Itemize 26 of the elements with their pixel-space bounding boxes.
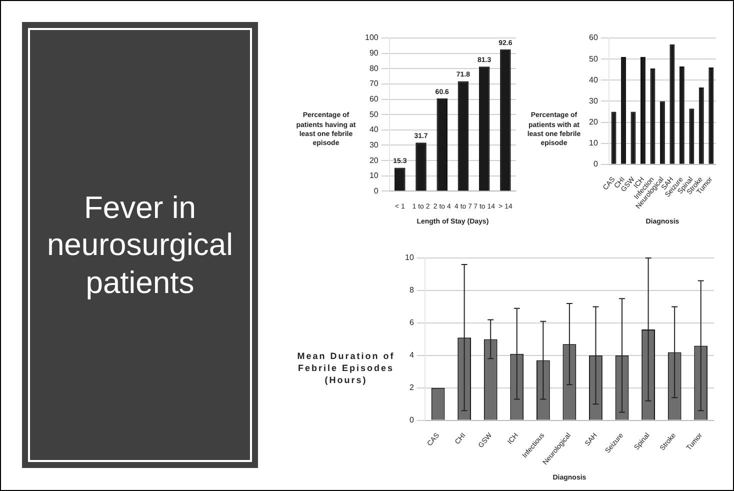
y-tick-label: 0 (409, 416, 414, 425)
y-tick-label: 2 (409, 383, 414, 392)
y-tick-label: 100 (364, 33, 379, 42)
y-tick-label: 10 (369, 171, 379, 180)
y-tick-label: 80 (369, 64, 379, 73)
y-tick-label: 30 (588, 96, 598, 106)
y-axis-title: Mean Duration of Febrile Episodes (Hours) (296, 350, 396, 386)
y-tick-label: 10 (588, 138, 598, 148)
y-tick-label: 60 (588, 33, 598, 42)
y-tick-label: 90 (369, 48, 379, 58)
y-tick-label: 20 (588, 117, 598, 126)
y-tick-label: 50 (588, 54, 598, 64)
y-tick-label: 60 (369, 94, 379, 104)
text: Fever in neurosurgical patients (46, 189, 234, 301)
y-tick-label: 20 (369, 156, 379, 165)
y-tick-label: 4 (409, 350, 414, 360)
y-tick-label: 40 (369, 125, 379, 134)
y-tick-label: 6 (409, 318, 414, 328)
y-tick-label: 0 (374, 186, 379, 196)
y-tick-label: 30 (369, 140, 379, 150)
y-tick-label: 50 (369, 110, 379, 119)
y-tick-label: 40 (588, 75, 598, 84)
y-tick-label: 0 (593, 160, 598, 169)
y-tick-label: 10 (404, 253, 414, 262)
y-tick-label: 70 (369, 79, 379, 88)
y-tick-label: 8 (409, 286, 414, 295)
